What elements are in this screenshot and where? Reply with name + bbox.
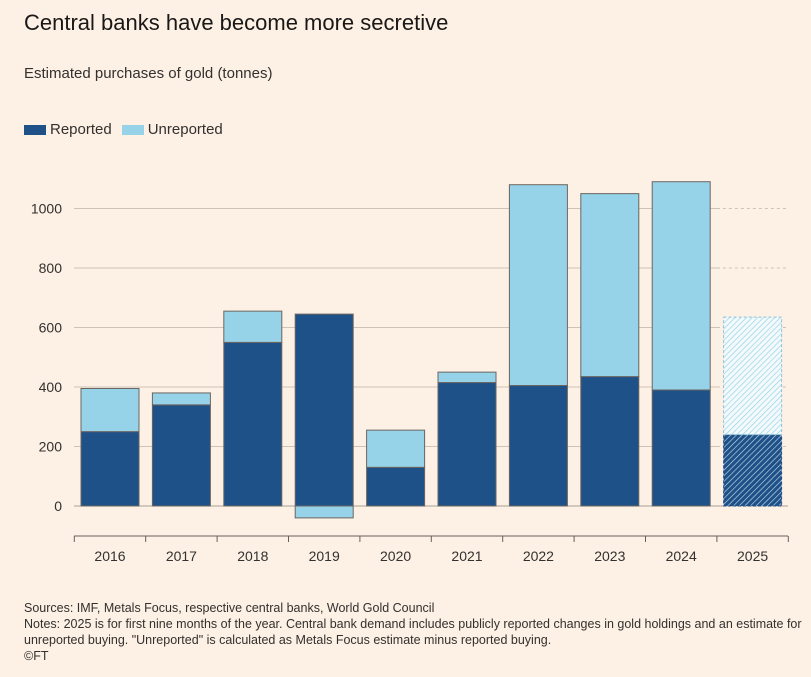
y-tick-label-1000: 1000	[31, 201, 62, 217]
bar-reported-2020	[366, 466, 426, 507]
bar-reported-2019	[294, 313, 354, 507]
x-tick-label-2018: 2018	[237, 548, 268, 564]
legend-item-unreported: Unreported	[121, 121, 223, 138]
bar-unreported-2018	[223, 310, 283, 343]
y-tick-label-200: 200	[39, 439, 63, 455]
legend-label-reported: Reported	[50, 121, 112, 138]
bar-reported-2022	[508, 385, 568, 507]
x-tick-label-2019: 2019	[309, 548, 340, 564]
chart-subtitle: Estimated purchases of gold (tonnes)	[24, 65, 273, 82]
bar-reported-2024	[651, 389, 711, 507]
footer-sources: Sources: IMF, Metals Focus, respective c…	[24, 601, 435, 615]
bar-unreported-2024	[651, 181, 711, 391]
bar-unreported-2020	[366, 429, 426, 468]
bar-reported-2018	[223, 341, 283, 507]
y-axis-labels: 0 200 400 600 800 1000	[31, 201, 62, 515]
bar-reported-2021	[437, 382, 497, 507]
x-axis-labels: 2016 2017 2018 2019 2020 2021 2022 2023 2024 2025	[94, 548, 768, 564]
bar-reported-2025	[723, 434, 783, 507]
bar-unreported-2021	[437, 371, 497, 384]
x-tick-label-2024: 2024	[666, 548, 697, 564]
bar-unreported-2016	[80, 387, 140, 433]
bars	[80, 181, 783, 519]
bar-unreported-2022	[508, 184, 568, 387]
chart-title: Central banks have become more secretive	[24, 10, 449, 35]
footer-notes: Notes: 2025 is for first nine months of …	[24, 617, 802, 647]
x-axis	[73, 535, 789, 542]
y-tick-label-800: 800	[39, 260, 63, 276]
legend-label-unreported: Unreported	[147, 121, 223, 138]
bar-unreported-2023	[580, 193, 640, 378]
x-tick-label-2020: 2020	[380, 548, 411, 564]
legend-swatch-reported	[24, 124, 46, 135]
y-tick-label-0: 0	[54, 498, 62, 514]
legend: Reported Unreported	[24, 121, 233, 138]
x-tick-label-2023: 2023	[594, 548, 625, 564]
x-tick-label-2016: 2016	[94, 548, 125, 564]
legend-item-reported: Reported	[24, 121, 112, 138]
bar-reported-2023	[580, 376, 640, 507]
bar-unreported-2025	[723, 316, 783, 436]
x-tick-label-2017: 2017	[166, 548, 197, 564]
x-tick-label-2022: 2022	[523, 548, 554, 564]
x-tick-label-2025: 2025	[737, 548, 768, 564]
y-tick-label-400: 400	[39, 379, 63, 395]
bar-reported-2017	[151, 404, 211, 507]
y-tick-label-600: 600	[39, 320, 63, 336]
footer-credit: ©FT	[24, 649, 49, 663]
bar-unreported-2019	[294, 505, 354, 519]
legend-swatch-unreported	[121, 124, 144, 135]
chart-footer: Sources: IMF, Metals Focus, respective c…	[24, 600, 804, 664]
bar-reported-2016	[80, 431, 140, 507]
x-tick-label-2021: 2021	[451, 548, 482, 564]
bar-unreported-2017	[151, 392, 211, 406]
